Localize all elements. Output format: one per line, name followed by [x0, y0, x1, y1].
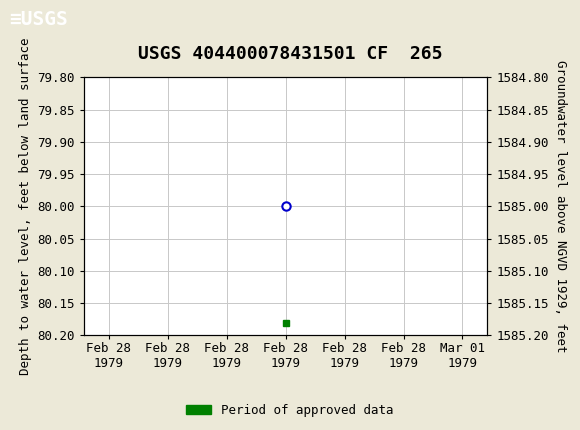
- Text: ≡USGS: ≡USGS: [9, 10, 67, 29]
- Y-axis label: Depth to water level, feet below land surface: Depth to water level, feet below land su…: [19, 38, 32, 375]
- Legend: Period of approved data: Period of approved data: [181, 399, 399, 421]
- Text: USGS 404400078431501 CF  265: USGS 404400078431501 CF 265: [138, 45, 442, 63]
- Y-axis label: Groundwater level above NGVD 1929, feet: Groundwater level above NGVD 1929, feet: [554, 60, 567, 353]
